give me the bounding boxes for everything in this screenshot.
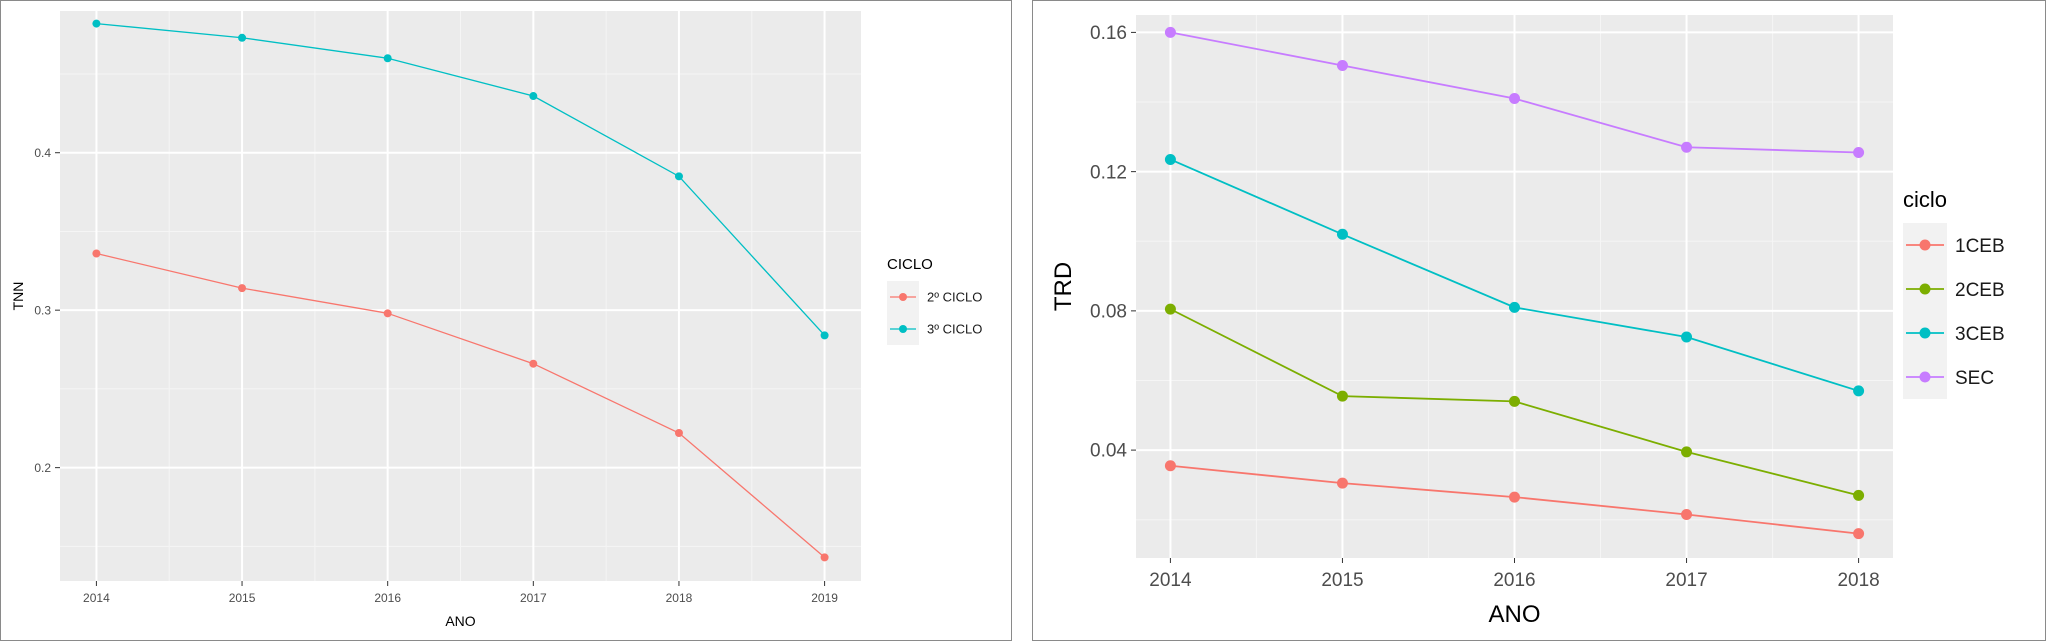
- x-tick-label: 2017: [1665, 570, 1707, 591]
- x-tick-label: 2015: [229, 591, 256, 605]
- data-point: [529, 359, 538, 368]
- data-point: [1681, 508, 1693, 520]
- legend-label: 3CEB: [1955, 324, 2005, 345]
- y-tick-label: 0.04: [1090, 441, 1127, 462]
- data-point: [383, 309, 392, 318]
- data-point: [1853, 489, 1865, 501]
- data-point: [1164, 303, 1176, 315]
- y-tick-label: 0.3: [34, 303, 51, 317]
- y-tick-label: 0.08: [1090, 302, 1127, 323]
- data-point: [238, 33, 247, 42]
- data-point: [1164, 460, 1176, 472]
- data-point: [1681, 331, 1693, 343]
- legend-key-point: [1919, 283, 1931, 295]
- y-axis-title: TNN: [10, 282, 26, 311]
- legend-title: ciclo: [1903, 187, 1947, 212]
- legend-title: CICLO: [887, 256, 933, 273]
- x-tick-label: 2019: [811, 591, 838, 605]
- data-point: [1509, 93, 1520, 105]
- data-point: [1164, 153, 1176, 165]
- x-axis-title: ANO: [445, 613, 475, 629]
- x-axis-title: ANO: [1488, 601, 1540, 628]
- data-point: [1853, 528, 1865, 540]
- data-point: [1336, 477, 1348, 489]
- legend-label: 2º CICLO: [927, 290, 982, 305]
- data-point: [383, 54, 392, 63]
- legend-key-point: [1919, 327, 1931, 339]
- data-point: [92, 19, 101, 28]
- data-point: [1853, 146, 1865, 158]
- chart-panel-tnn: 0.2 0.3 0.4 2014 2015 2016 2017 2018 2019 ANO TNN C…: [0, 0, 1012, 641]
- data-point: [238, 284, 247, 293]
- legend-label: 1CEB: [1955, 236, 2005, 257]
- chart-panel-trd: 0.04 0.08 0.12 0.16 2014 2015 2016 2017 2018 ANO T…: [1032, 0, 2046, 641]
- data-point: [1509, 301, 1520, 313]
- data-point: [1336, 228, 1348, 240]
- chart-tnn: 0.2 0.3 0.4 2014 2015 2016 2017 2018 2019 ANO TNN C…: [10, 11, 982, 629]
- data-point: [1164, 26, 1176, 38]
- legend-key-point: [899, 325, 907, 333]
- y-tick-label: 0.4: [34, 146, 51, 160]
- data-point: [674, 172, 683, 181]
- series-line-2: [96, 22, 826, 336]
- data-point: [1336, 59, 1348, 71]
- legend-key-point: [1919, 371, 1931, 383]
- data-point: [529, 92, 538, 101]
- data-point: [1681, 446, 1693, 458]
- x-tick-label: 2014: [1149, 570, 1192, 591]
- legend-label: 2CEB: [1955, 280, 2005, 301]
- chart-trd: 0.04 0.08 0.12 0.16 2014 2015 2016 2017 2018 ANO T…: [1050, 15, 2005, 628]
- legend-label: 3º CICLO: [927, 322, 982, 337]
- x-tick-label: 2016: [1493, 570, 1535, 591]
- x-tick-label: 2015: [1321, 570, 1363, 591]
- x-tick-label: 2018: [666, 591, 693, 605]
- data-point: [1509, 395, 1520, 407]
- y-axis-title: TRD: [1050, 262, 1077, 311]
- data-point: [1336, 390, 1348, 402]
- y-tick-label: 0.2: [34, 461, 51, 475]
- x-tick-label: 2016: [374, 591, 401, 605]
- x-tick-label: 2017: [520, 591, 547, 605]
- data-point: [820, 553, 829, 562]
- x-tick-label: 2018: [1837, 570, 1879, 591]
- legend-key-point: [1919, 239, 1931, 251]
- data-point: [820, 331, 829, 340]
- data-point: [1853, 385, 1865, 397]
- data-point: [1509, 491, 1520, 503]
- legend-label: SEC: [1955, 368, 1994, 389]
- data-point: [674, 428, 683, 437]
- y-tick-label: 0.12: [1090, 162, 1127, 183]
- data-point: [1681, 141, 1693, 153]
- y-tick-label: 0.16: [1090, 23, 1127, 44]
- data-point: [92, 249, 101, 258]
- series-line-1: [96, 252, 826, 558]
- legend-key-point: [899, 293, 907, 301]
- x-tick-label: 2014: [83, 591, 110, 605]
